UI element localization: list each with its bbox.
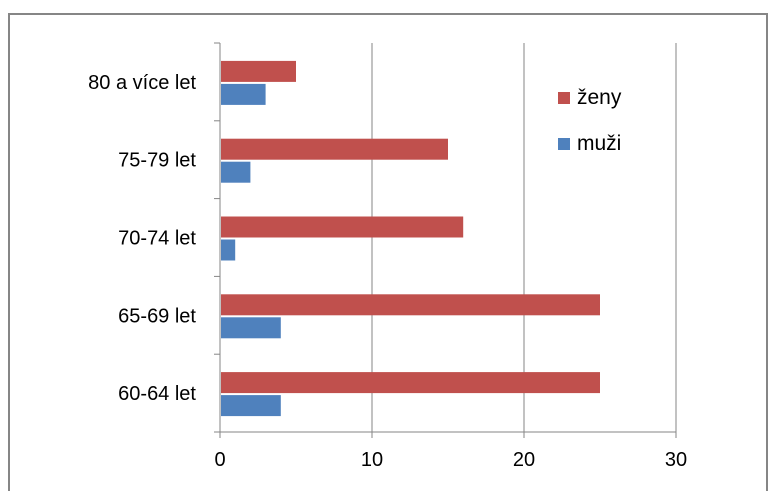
legend: ženy muži xyxy=(558,86,622,155)
x-tick-label-0: 0 xyxy=(214,449,225,471)
chart-frame xyxy=(8,13,768,491)
labels: 0 10 20 30 80 a více let 75-79 let 70-74 let 65… xyxy=(88,72,687,471)
category-label-0: 80 a více let xyxy=(88,72,196,94)
category-label-4: 60-64 let xyxy=(118,383,196,405)
legend-swatch-0 xyxy=(558,92,570,104)
legend-label-0: ženy xyxy=(577,86,622,109)
category-label-2: 70-74 let xyxy=(118,228,196,250)
axes xyxy=(214,42,677,438)
bar-muzi-4 xyxy=(221,395,281,417)
bar-zeny-4 xyxy=(221,372,600,394)
x-tick-label-10: 10 xyxy=(361,449,383,471)
bar-zeny-1 xyxy=(221,138,448,160)
bar-zeny-3 xyxy=(221,294,600,316)
bar-muzi-0 xyxy=(221,83,266,105)
x-tick-label-20: 20 xyxy=(513,449,535,471)
bar-muzi-3 xyxy=(221,317,281,339)
bar-muzi-1 xyxy=(221,161,251,183)
legend-label-1: muži xyxy=(577,132,621,155)
bar-zeny-2 xyxy=(221,216,464,238)
bar-zeny-0 xyxy=(221,60,296,82)
category-label-1: 75-79 let xyxy=(118,150,196,172)
bar-muzi-2 xyxy=(221,239,236,261)
bars xyxy=(221,60,600,417)
x-tick-label-30: 30 xyxy=(665,449,687,471)
legend-swatch-1 xyxy=(558,138,570,150)
category-label-3: 65-69 let xyxy=(118,305,196,327)
